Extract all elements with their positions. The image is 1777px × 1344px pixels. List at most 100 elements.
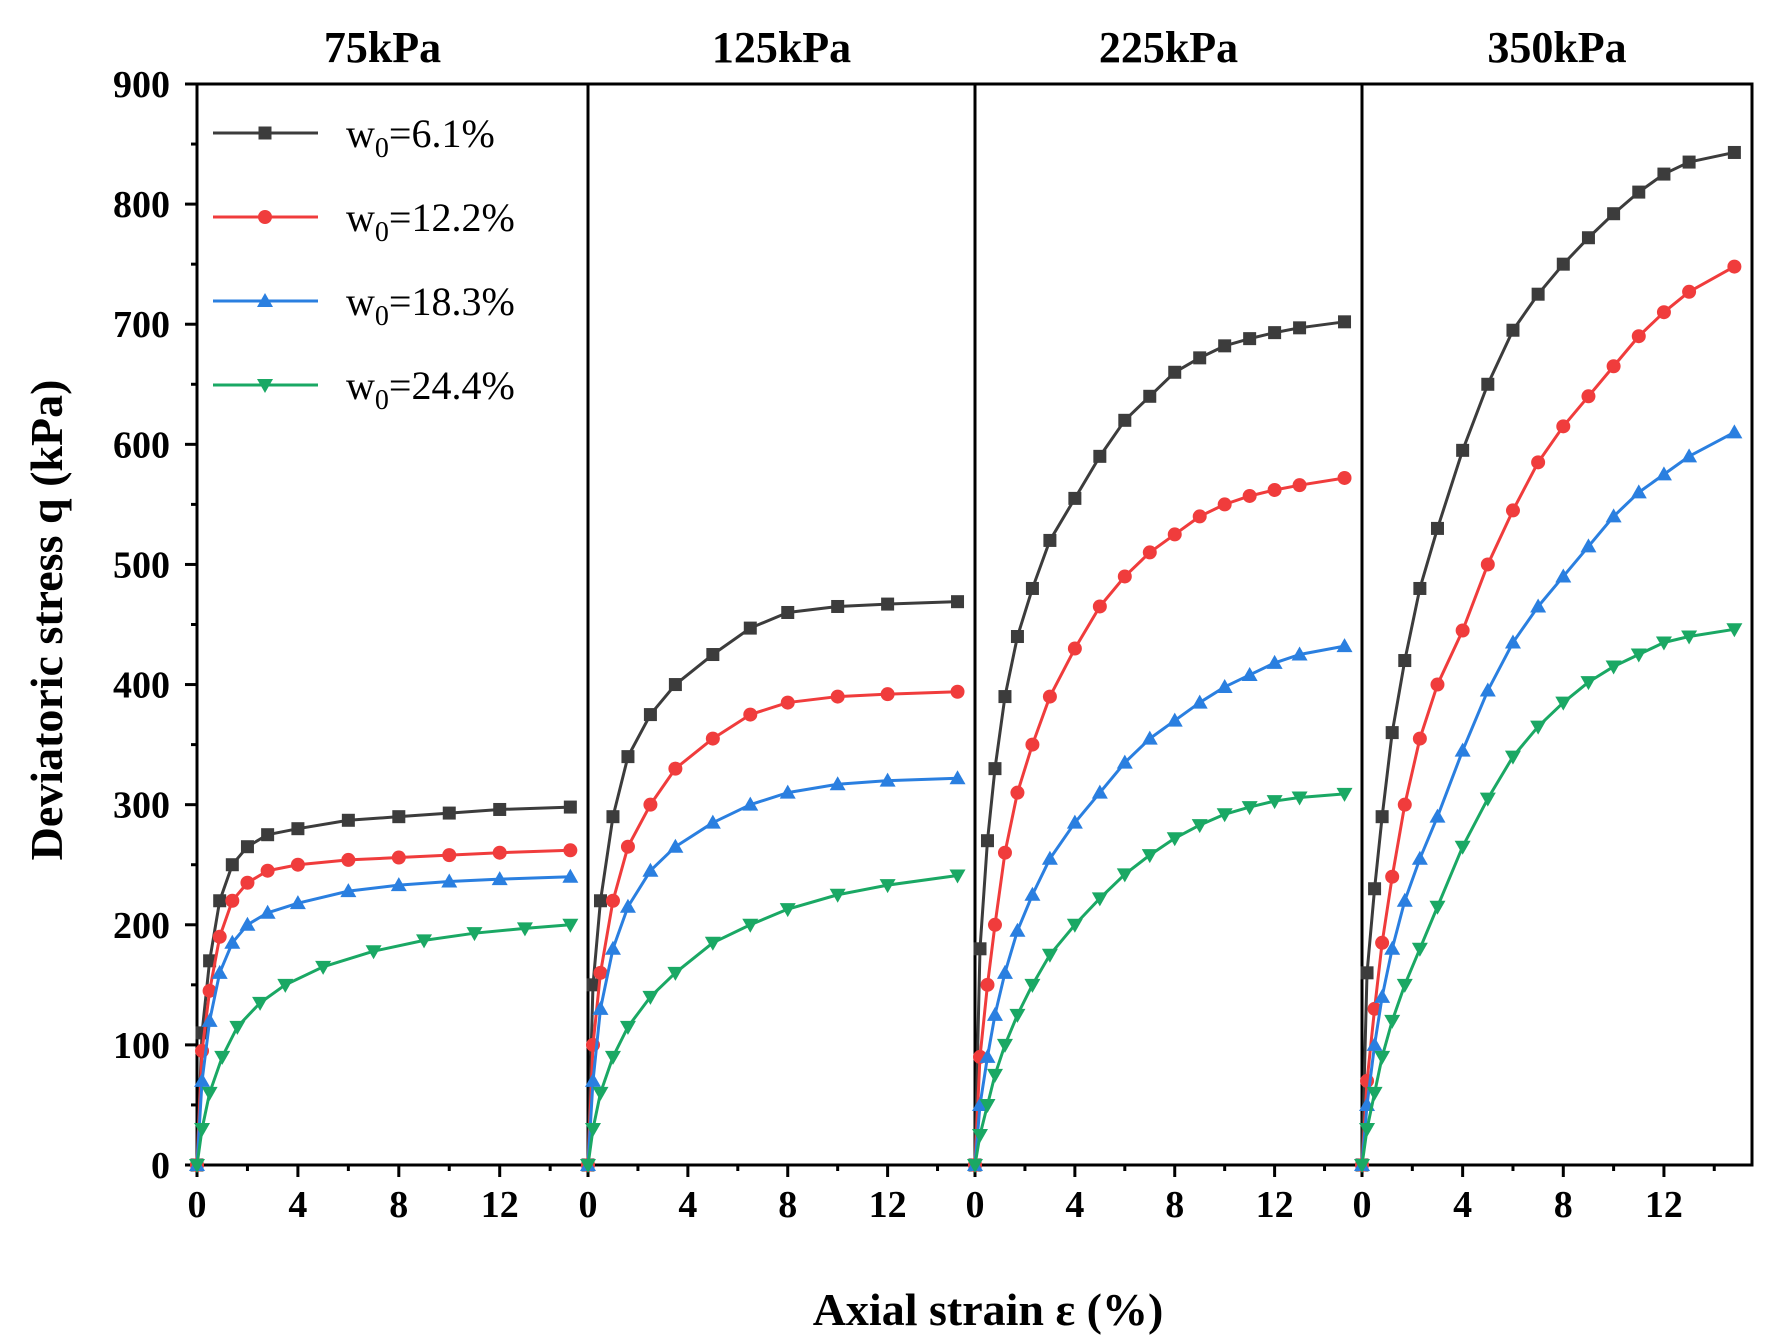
data-point-square: [1218, 339, 1232, 353]
legend: w0=6.1% w0=12.2% w0=18.3% w0=24.4%: [213, 111, 515, 416]
data-point-square: [1243, 332, 1257, 346]
data-point-square: [1531, 287, 1545, 301]
data-point-circle: [492, 845, 507, 860]
data-point-triangle-up: [829, 776, 846, 791]
data-point-triangle-down: [1359, 1122, 1376, 1137]
data-point-triangle-up: [879, 772, 896, 787]
data-point-triangle-down: [996, 1038, 1013, 1053]
data-point-square: [1068, 491, 1082, 505]
data-point-circle: [987, 917, 1002, 932]
data-point-circle: [880, 687, 895, 702]
data-point-triangle-down: [201, 1086, 218, 1101]
panel-title: 350kPa: [1487, 23, 1626, 72]
x-tick-label: 4: [678, 1184, 697, 1226]
y-axis-title: Deviatoric stress q (kPa): [21, 380, 72, 861]
data-point-triangle-down: [257, 379, 273, 393]
data-point-triangle-up: [1504, 634, 1521, 649]
data-point-triangle-down: [949, 869, 966, 884]
data-point-triangle-up: [1384, 940, 1401, 955]
data-point-triangle-down: [1066, 918, 1083, 933]
data-point-square: [1556, 257, 1570, 271]
data-point-circle: [1337, 470, 1352, 485]
y-tick-label: 300: [113, 785, 170, 827]
series-1: [190, 800, 577, 1172]
data-point-square: [1581, 231, 1595, 245]
series-line: [195, 875, 571, 1166]
data-point-square: [1375, 810, 1389, 824]
data-point-circle: [563, 843, 578, 858]
y-tick-label: 600: [113, 424, 170, 466]
x-tick-label: 4: [1453, 1184, 1472, 1226]
series-4: [189, 918, 579, 1173]
data-point-circle: [1292, 478, 1307, 493]
series-line: [973, 644, 1345, 1166]
data-point-square: [781, 605, 795, 619]
data-point-square: [1143, 389, 1157, 403]
series-4: [967, 787, 1353, 1173]
data-point-triangle-down: [1411, 942, 1428, 957]
data-point-square: [261, 828, 275, 842]
x-tick-label: 4: [1065, 1184, 1084, 1226]
data-point-triangle-down: [967, 1159, 983, 1173]
x-tick-label: 8: [778, 1184, 797, 1226]
data-point-circle: [202, 983, 217, 998]
series-4: [580, 869, 966, 1173]
data-point-triangle-up: [1530, 598, 1547, 613]
data-point-circle: [668, 761, 683, 776]
data-point-triangle-down: [592, 1086, 609, 1101]
data-point-square: [1093, 449, 1107, 463]
data-point-triangle-down: [1681, 630, 1698, 645]
data-point-triangle-down: [1216, 808, 1233, 823]
x-tick-label: 12: [1256, 1184, 1294, 1226]
data-point-triangle-up: [1396, 892, 1413, 907]
data-point-triangle-down: [1116, 868, 1133, 883]
data-point-square: [1682, 155, 1696, 169]
data-point-triangle-down: [229, 1020, 246, 1035]
y-tick-label: 0: [151, 1145, 170, 1187]
data-point-circle: [1217, 497, 1232, 512]
data-point-triangle-down: [1530, 720, 1547, 735]
data-point-triangle-up: [259, 904, 276, 919]
data-point-triangle-up: [667, 838, 684, 853]
data-point-circle: [1242, 488, 1257, 503]
data-point-square: [1385, 726, 1399, 740]
data-point-triangle-down: [1241, 801, 1258, 816]
data-point-triangle-down: [466, 927, 483, 942]
data-point-triangle-down: [214, 1050, 231, 1065]
data-point-triangle-down: [1374, 1050, 1391, 1065]
data-point-square: [240, 840, 254, 854]
data-point-square: [291, 822, 305, 836]
data-point-triangle-down: [979, 1098, 996, 1113]
data-point-square: [1168, 365, 1182, 379]
data-point-triangle-down: [1024, 978, 1041, 993]
data-point-triangle-up: [1605, 508, 1622, 523]
data-point-square: [563, 800, 577, 814]
data-point-circle: [1727, 259, 1742, 274]
y-tick-label: 500: [113, 544, 170, 586]
series-line: [1360, 627, 1735, 1166]
data-point-square: [881, 597, 895, 611]
panel-title: 225kPa: [1099, 23, 1238, 72]
data-point-circle: [1025, 737, 1040, 752]
data-point-triangle-up: [584, 1072, 601, 1087]
data-point-square: [706, 648, 720, 662]
data-point-square: [1025, 581, 1039, 595]
y-tick-label: 200: [113, 905, 170, 947]
data-point-square: [1727, 145, 1741, 159]
x-tick-label: 8: [1165, 1184, 1184, 1226]
data-point-circle: [593, 965, 608, 980]
data-point-square: [1193, 351, 1207, 365]
legend-entry: w0=18.3%: [213, 279, 515, 332]
data-point-square: [1010, 630, 1024, 644]
data-point-triangle-down: [315, 960, 332, 975]
x-axis-title: Axial strain ε (%): [813, 1284, 1164, 1335]
data-point-triangle-up: [194, 1072, 211, 1087]
data-point-triangle-up: [1479, 682, 1496, 697]
data-point-triangle-up: [257, 293, 273, 307]
data-point-triangle-down: [1504, 750, 1521, 765]
data-point-triangle-up: [1041, 850, 1058, 865]
data-point-circle: [1192, 509, 1207, 524]
series-line: [973, 476, 1345, 1166]
series-2: [968, 470, 1352, 1172]
